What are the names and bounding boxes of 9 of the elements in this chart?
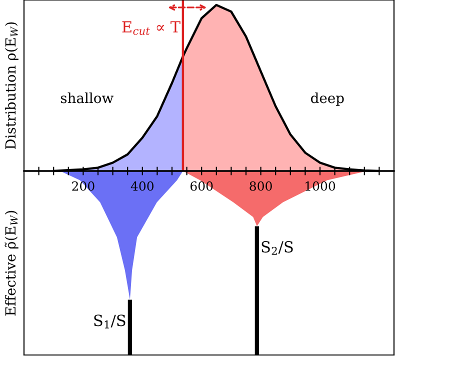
y-axis-title: Distribution ρ(E$_{W}$) [4, 22, 18, 150]
x-tick-label: 400 [130, 181, 154, 191]
annotation: S$_{2}$/S [262, 241, 293, 255]
x-tick-label: 800 [250, 181, 272, 191]
annotation: shallow [60, 92, 114, 104]
annotation: S$_{1}$/S [94, 314, 126, 328]
annotation: deep [310, 92, 344, 106]
ref-line-label: E$_{cut}$ ∝ T [122, 21, 180, 35]
y-axis-title: Effective ρ̃(E$_{W}$) [4, 210, 18, 316]
